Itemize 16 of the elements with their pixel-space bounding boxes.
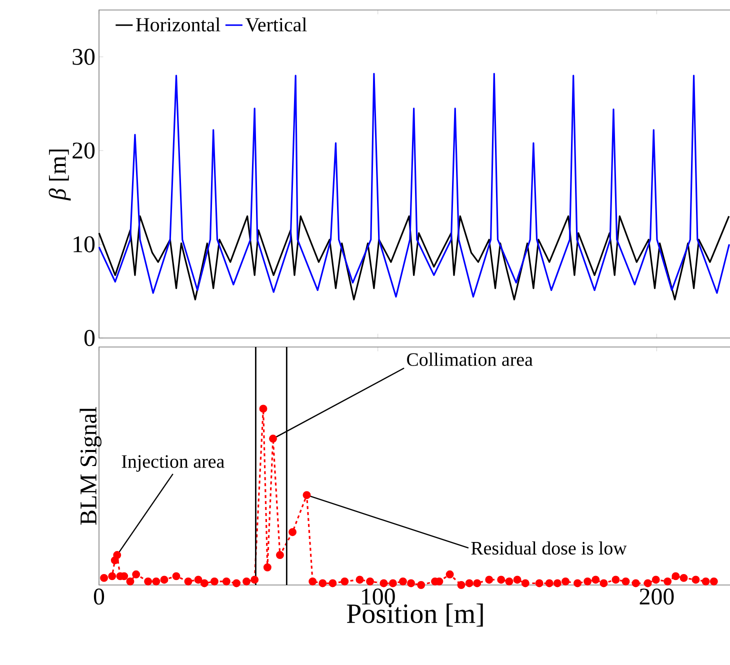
y-axis-title: β [m] bbox=[48, 150, 71, 201]
y-tick-label: 10 bbox=[74, 236, 95, 252]
line-series bbox=[98, 72, 730, 298]
x-axis-title: Position [m] bbox=[346, 604, 483, 627]
line-series bbox=[98, 215, 730, 300]
legend-label: Horizontal bbox=[136, 17, 220, 32]
legend-label: Vertical bbox=[245, 17, 307, 32]
x-tick-label: 100 bbox=[362, 588, 395, 605]
y-tick-label: 0 bbox=[84, 330, 95, 346]
annotation: Residual dose is low bbox=[471, 541, 627, 555]
x-tick-label: 200 bbox=[640, 588, 674, 605]
y-tick-label: 30 bbox=[72, 48, 95, 65]
y-tick-label: 20 bbox=[72, 142, 95, 159]
annotation: Injection area bbox=[122, 455, 224, 472]
annotation: Collimation area bbox=[407, 352, 533, 366]
y-axis-title: BLM Signal bbox=[80, 407, 102, 525]
